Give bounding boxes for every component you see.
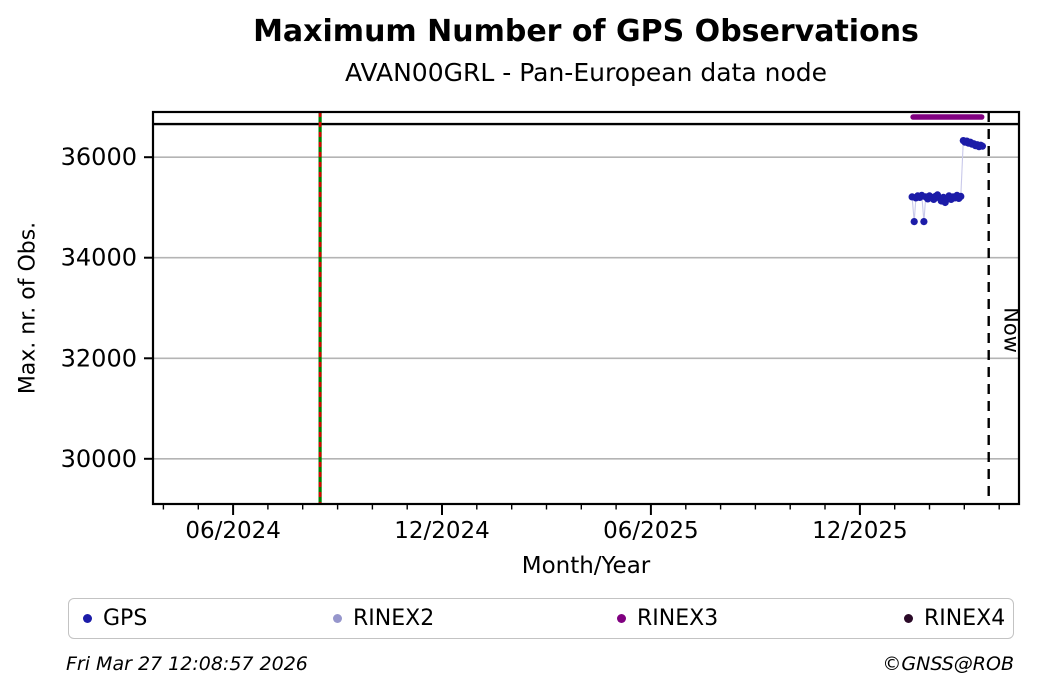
gps-connector-line: [911, 139, 983, 222]
legend-item-rinex3: RINEX3: [617, 599, 718, 638]
rinex2-marker-icon: [333, 614, 342, 623]
legend-label-gps: GPS: [103, 606, 148, 631]
y-axis-label: Max. nr. of Obs.: [15, 221, 41, 395]
now-label: Now: [1000, 307, 1024, 353]
plot-border: [151, 110, 1021, 506]
rinex4-marker-icon: [904, 614, 913, 623]
generation-timestamp: Fri Mar 27 12:08:57 2026: [66, 653, 308, 675]
gps-marker-icon: [83, 614, 92, 623]
page-subtitle: AVAN00GRL - Pan-European data node: [344, 58, 828, 87]
gps-point: [978, 142, 987, 150]
y-tick-label: 36000: [61, 143, 137, 171]
gps-point: [920, 218, 928, 226]
legend-label-rinex4: RINEX4: [924, 606, 1006, 631]
rinex3-marker-icon: [617, 614, 626, 623]
x-tick-label: 06/2024: [185, 518, 281, 544]
gps-point: [910, 218, 918, 226]
x-tick-label: 12/2024: [394, 518, 490, 544]
page-title: Maximum Number of GPS Observations: [253, 14, 919, 49]
x-tick-label: 12/2025: [812, 518, 908, 544]
legend-label-rinex3: RINEX3: [637, 606, 719, 631]
y-tick-label: 30000: [61, 445, 137, 473]
legend-label-rinex2: RINEX2: [353, 606, 435, 631]
legend-item-gps: GPS: [83, 599, 147, 638]
legend-item-rinex2: RINEX2: [333, 599, 434, 638]
copyright-credit: ©GNSS@ROB: [882, 653, 1014, 675]
gps-point: [957, 192, 965, 200]
x-axis-label: Month/Year: [521, 553, 651, 579]
y-tick-label: 34000: [61, 244, 137, 272]
y-tick-label: 32000: [61, 344, 137, 372]
x-tick-label: 06/2025: [603, 518, 699, 544]
legend-item-rinex4: RINEX4: [904, 599, 1005, 638]
legend: GPS RINEX2 RINEX3 RINEX4: [68, 598, 1014, 639]
